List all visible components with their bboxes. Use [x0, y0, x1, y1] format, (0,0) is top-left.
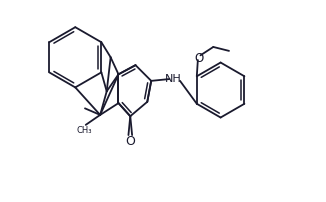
Text: O: O: [194, 52, 203, 65]
Text: NH: NH: [165, 74, 182, 84]
Text: O: O: [125, 135, 135, 148]
Text: CH₃: CH₃: [77, 125, 92, 134]
